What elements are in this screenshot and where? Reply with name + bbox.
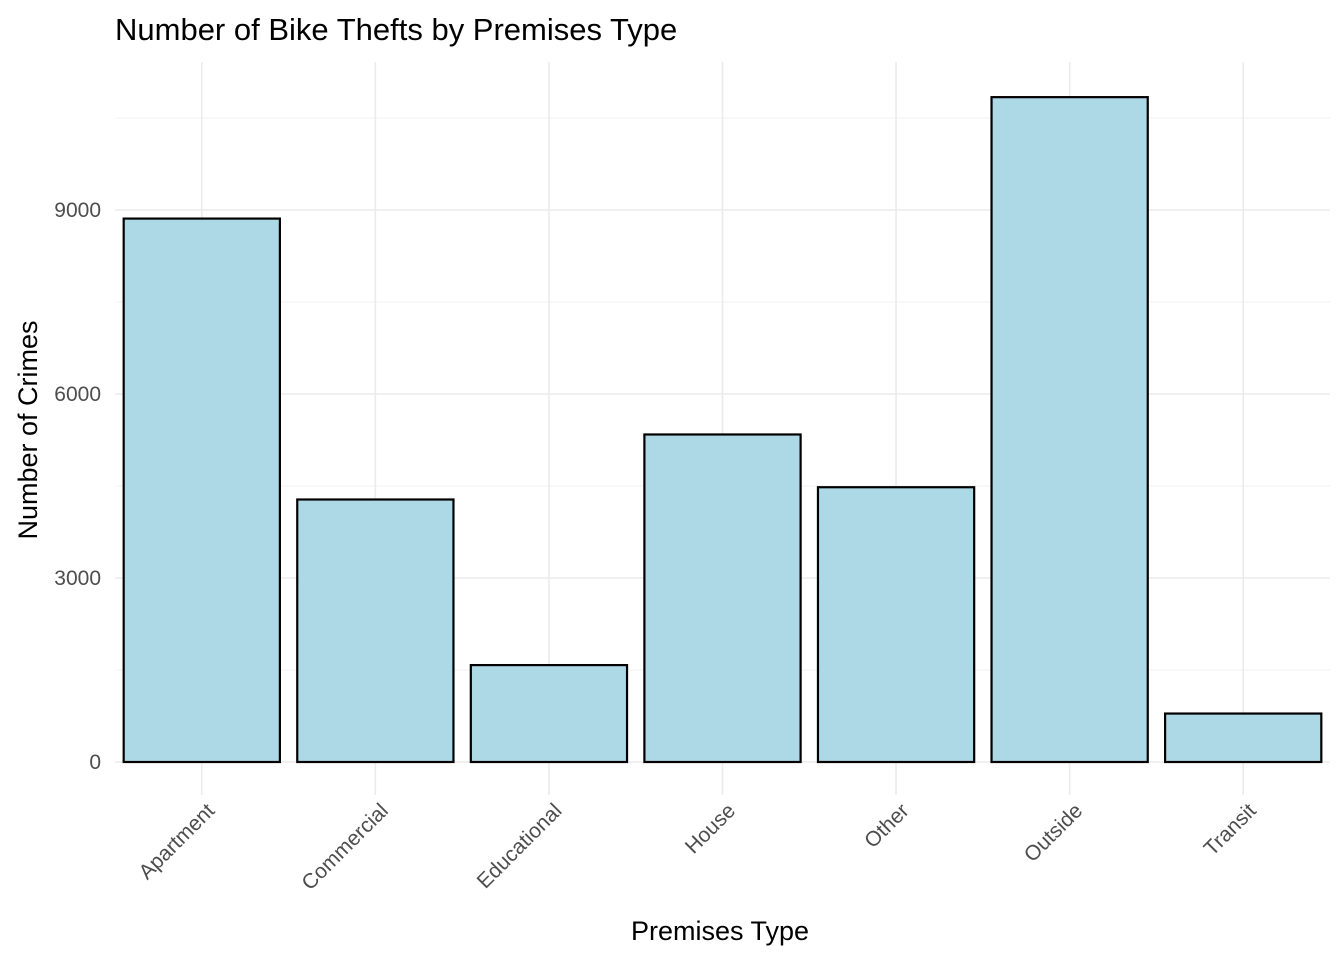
x-tick-label: Other	[860, 799, 913, 852]
y-tick-label: 6000	[54, 383, 101, 406]
x-tick-label: Commercial	[297, 799, 392, 894]
y-tick-label: 9000	[54, 199, 101, 222]
bar-commercial	[296, 498, 455, 764]
x-axis-tick-labels: Apartment Commercial Educational House Other…	[135, 799, 1261, 895]
bars	[122, 96, 1323, 764]
x-tick-label: Apartment	[135, 799, 220, 884]
x-tick-label: Transit	[1200, 799, 1261, 860]
x-axis-title: Premises Type	[631, 916, 809, 946]
y-tick-label: 3000	[54, 567, 101, 590]
chart-title: Number of Bike Thefts by Premises Type	[115, 12, 677, 47]
y-axis-tick-labels: 0 3000 6000 9000	[54, 199, 101, 774]
bar-house	[643, 433, 802, 764]
bar-apartment	[122, 217, 281, 764]
x-tick-label: Educational	[473, 799, 567, 893]
x-tick-label: Outside	[1020, 799, 1087, 866]
bar-transit	[1164, 712, 1323, 764]
x-tick-label: House	[681, 799, 740, 858]
bar-outside	[990, 96, 1149, 764]
y-axis-title: Number of Crimes	[13, 320, 43, 539]
bar-educational	[469, 663, 629, 764]
bar-other	[816, 486, 976, 764]
y-tick-label: 0	[89, 751, 101, 774]
